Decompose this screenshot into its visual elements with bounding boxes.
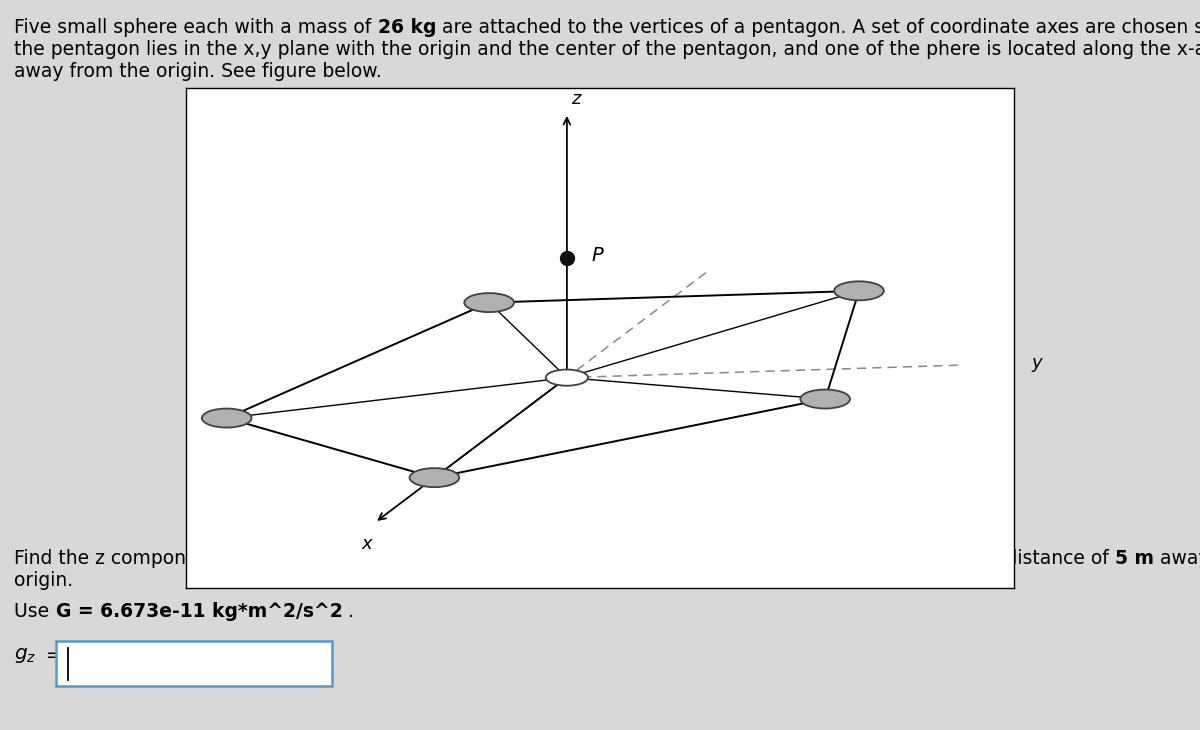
Ellipse shape xyxy=(202,409,252,428)
Text: y: y xyxy=(1031,354,1042,372)
Ellipse shape xyxy=(409,468,460,487)
Text: Find the z component of the gravitational field due to these five point masses a: Find the z component of the gravitationa… xyxy=(14,549,1115,568)
Text: away from the origin. See figure below.: away from the origin. See figure below. xyxy=(14,62,382,81)
Text: Five small sphere each with a mass of: Five small sphere each with a mass of xyxy=(14,18,378,37)
Ellipse shape xyxy=(800,390,850,409)
Ellipse shape xyxy=(546,369,588,385)
Ellipse shape xyxy=(464,293,514,312)
FancyBboxPatch shape xyxy=(56,641,332,686)
Text: 5 m: 5 m xyxy=(1115,549,1154,568)
Text: origin.: origin. xyxy=(14,571,73,590)
Text: G = 6.673e-11 kg*m^2/s^2: G = 6.673e-11 kg*m^2/s^2 xyxy=(55,602,342,621)
Text: away from the: away from the xyxy=(1154,549,1200,568)
Text: x: x xyxy=(361,535,372,553)
Text: P: P xyxy=(592,246,604,265)
Ellipse shape xyxy=(834,281,884,300)
Text: 26 kg: 26 kg xyxy=(378,18,436,37)
Text: Use: Use xyxy=(14,602,55,621)
Text: .: . xyxy=(342,602,354,621)
Text: z: z xyxy=(571,90,581,108)
Text: =: = xyxy=(46,646,61,665)
Text: are attached to the vertices of a pentagon. A set of coordinate axes are chosen : are attached to the vertices of a pentag… xyxy=(436,18,1200,37)
Text: the pentagon lies in the x,y plane with the origin and the center of the pentago: the pentagon lies in the x,y plane with … xyxy=(14,40,1200,59)
Text: $g_z$: $g_z$ xyxy=(14,646,37,665)
